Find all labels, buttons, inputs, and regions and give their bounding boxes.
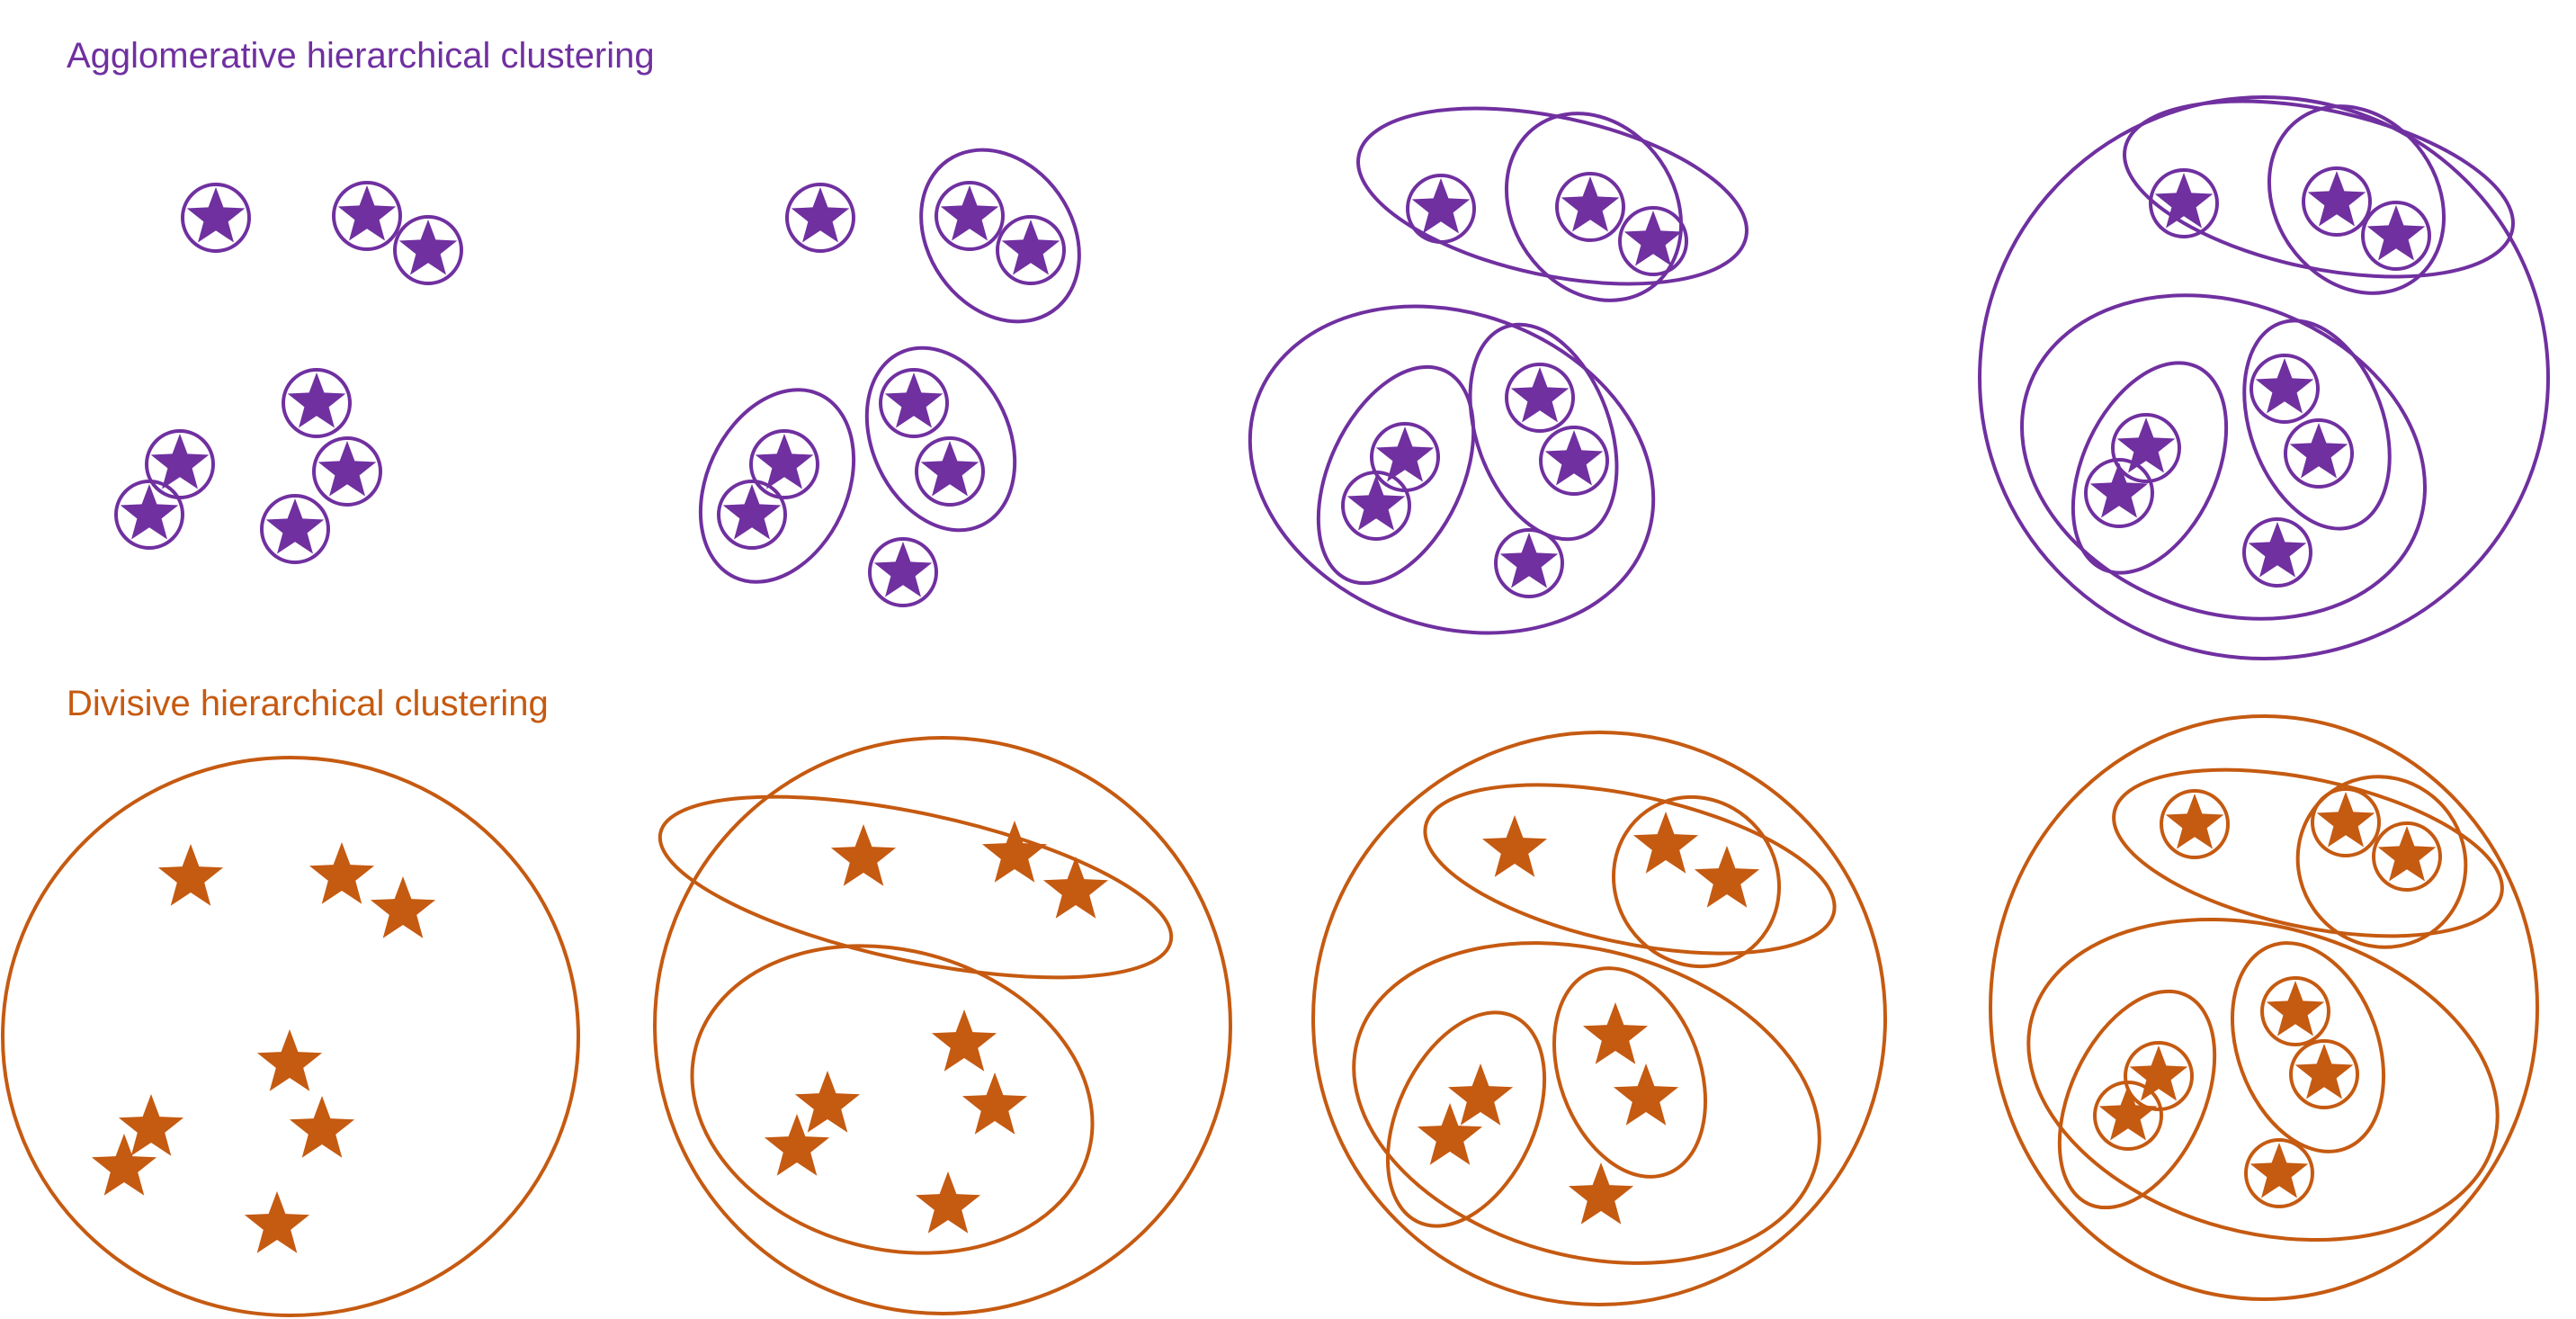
star-icon [1561, 176, 1620, 232]
cluster-ellipse [2205, 922, 2411, 1173]
star-icon [941, 185, 999, 241]
star-icon [309, 842, 374, 904]
cluster-ellipse [657, 902, 1128, 1297]
star-icon [290, 1096, 354, 1158]
star-icon [962, 1072, 1027, 1135]
star-icon [756, 434, 814, 489]
cluster-ellipse [645, 760, 1185, 1013]
star-icon [2250, 1143, 2309, 1198]
star-icon [187, 187, 246, 243]
star-icon [2256, 358, 2314, 414]
cluster-ellipse [2233, 72, 2480, 327]
star-icon [151, 434, 210, 489]
star-icon [2090, 462, 2149, 518]
star-icon [1695, 846, 1759, 908]
star-icon [1583, 1002, 1648, 1064]
star-icon [2367, 205, 2426, 261]
star-icon [399, 220, 458, 275]
cluster-ellipse [2217, 301, 2416, 549]
star-icon [831, 824, 896, 886]
star-icon [1633, 812, 1698, 874]
star-icon [916, 1171, 980, 1234]
star-icon [2155, 173, 2214, 229]
star-icon [921, 441, 979, 497]
star-icon [1545, 430, 1604, 486]
cluster-ellipse [655, 738, 1230, 1314]
star-icon [723, 484, 782, 540]
star-icon [1511, 367, 1570, 423]
star-icon [2308, 171, 2366, 227]
cluster-ellipse [1313, 732, 1885, 1305]
star-icon [2166, 794, 2224, 849]
star-icon [1347, 475, 1406, 531]
star-icon [2317, 792, 2375, 848]
star-icon [1482, 815, 1547, 877]
cluster-ellipse [1203, 252, 1699, 687]
star-icon [121, 484, 179, 540]
star-icon [885, 372, 944, 428]
star-icon [1002, 220, 1060, 275]
star-icon [2117, 417, 2176, 473]
star-icon [874, 542, 933, 597]
star-icon [2249, 522, 2307, 578]
cluster-ellipse [1580, 765, 1812, 1000]
star-icon [1412, 178, 1471, 234]
star-icon [158, 844, 223, 906]
star-icon [792, 187, 850, 243]
star-icon [257, 1029, 322, 1091]
cluster-ellipse [2043, 338, 2258, 597]
star-icon [2290, 423, 2348, 479]
star-icon [1043, 857, 1108, 919]
star-icon [338, 185, 397, 241]
star-icon [371, 876, 435, 938]
cluster-ellipse [2109, 70, 2529, 308]
star-icon [2267, 981, 2325, 1036]
star-icon [245, 1191, 309, 1253]
star-icon [318, 441, 377, 497]
star-icon [932, 1009, 997, 1072]
star-icon [2378, 826, 2437, 882]
star-icon [2295, 1044, 2354, 1099]
star-icon [288, 372, 346, 428]
star-icon [795, 1071, 860, 1133]
cluster-ellipse [671, 365, 883, 607]
star-icon [1448, 1063, 1513, 1126]
star-icon [266, 498, 325, 554]
star-icon [1614, 1063, 1678, 1126]
cluster-ellipse [1980, 97, 2548, 659]
star-icon [2130, 1045, 2188, 1101]
star-icon [1500, 533, 1559, 588]
